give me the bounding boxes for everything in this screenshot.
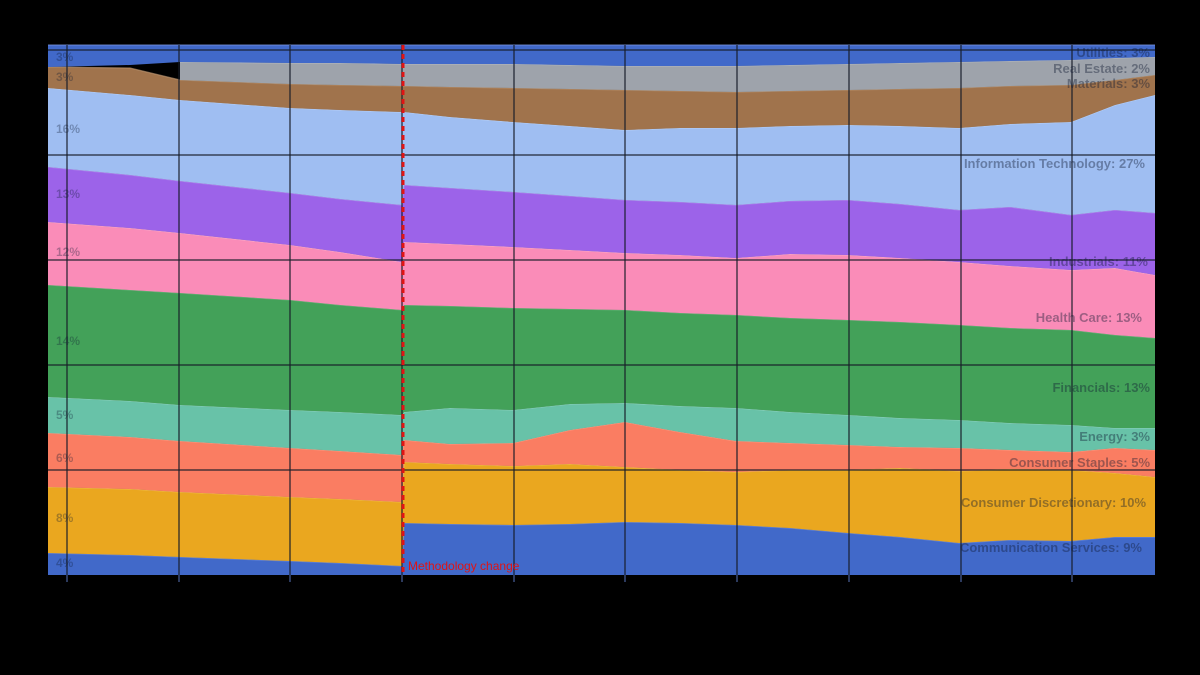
band-start-value-health-care: 12% (56, 245, 80, 259)
band-start-value-utilities: 3% (56, 50, 74, 64)
band-materials (48, 67, 1155, 130)
methodology-change-label: Methodology change (408, 559, 520, 573)
band-name-label-information-technology: Information Technology: 27% (964, 156, 1145, 171)
band-name-label-health-care: Health Care: 13% (1036, 310, 1143, 325)
band-real-estate (180, 57, 1155, 92)
band-name-label-communication-services: Communication Services: 9% (960, 540, 1142, 555)
methodology-annotation: Methodology change (401, 45, 520, 575)
band-labels: 4% Communication Services: 9% 8% Consumer D… (56, 45, 1150, 570)
band-start-value-financials: 14% (56, 334, 80, 348)
band-name-label-energy: Energy: 3% (1079, 429, 1150, 444)
band-start-value-consumer-staples: 6% (56, 451, 74, 465)
band-name-label-utilities: Utilities: 3% (1076, 45, 1150, 60)
band-name-label-financials: Financials: 13% (1052, 380, 1150, 395)
band-start-value-materials: 3% (56, 70, 74, 84)
area-bands (47, 44, 1156, 575)
band-name-label-materials: Materials: 3% (1067, 76, 1151, 91)
band-name-label-consumer-discretionary: Consumer Discretionary: 10% (961, 495, 1146, 510)
band-start-value-industrials: 13% (56, 187, 80, 201)
band-consumer-discretionary (48, 462, 1155, 566)
band-start-value-consumer-discretionary: 8% (56, 511, 74, 525)
band-name-label-consumer-staples: Consumer Staples: 5% (1009, 455, 1150, 470)
band-information-technology (48, 88, 1155, 215)
band-industrials (48, 167, 1155, 275)
band-name-label-industrials: Industrials: 11% (1049, 254, 1148, 269)
gridlines (48, 45, 1155, 582)
band-start-value-information-technology: 16% (56, 122, 80, 136)
band-consumer-staples (48, 422, 1155, 502)
band-start-value-energy: 5% (56, 408, 74, 422)
band-name-label-real-estate: Real Estate: 2% (1053, 61, 1150, 76)
band-communication-services (48, 522, 1155, 575)
band-start-value-communication-services: 4% (56, 556, 74, 570)
band-financials (48, 285, 1155, 428)
band-health-care (48, 222, 1155, 338)
